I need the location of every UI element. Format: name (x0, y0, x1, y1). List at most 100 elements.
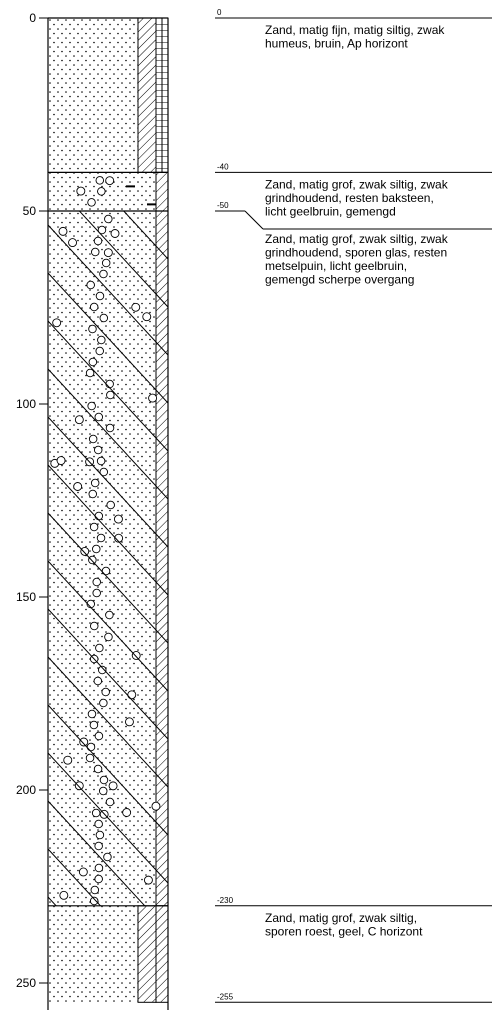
axis-tick-label: 250 (16, 976, 36, 990)
gravel-mark (88, 199, 96, 207)
gravel-mark (86, 754, 94, 762)
layer-description-line: Zand, matig grof, zwak siltig, zwak (265, 232, 449, 246)
gravel-mark (86, 369, 94, 377)
gravel-mark (97, 534, 105, 542)
gravel-mark (91, 248, 99, 256)
gravel-mark (104, 853, 112, 861)
gravel-mark (98, 188, 106, 196)
layer-description-line: Zand, matig grof, zwak siltig, (265, 911, 417, 925)
gravel-mark (144, 876, 152, 884)
gravel-mark (90, 303, 98, 311)
gravel-mark (64, 756, 72, 764)
bottom-depth-label: -255 (217, 992, 234, 1001)
gravel-mark (107, 501, 115, 509)
gravel-mark (93, 589, 101, 597)
layer-side-strip (156, 18, 168, 172)
gravel-mark (91, 886, 99, 894)
layer-top-depth-label: -40 (217, 162, 229, 171)
gravel-mark (88, 710, 96, 718)
gravel-mark (75, 416, 83, 424)
layer-description-line: Zand, matig fijn, matig siltig, zwak (265, 23, 445, 37)
gravel-mark (106, 611, 114, 619)
gravel-mark (105, 215, 113, 223)
gravel-mark (81, 547, 89, 555)
gravel-mark (94, 677, 102, 685)
gravel-mark (89, 490, 97, 498)
gravel-mark (90, 523, 98, 531)
gravel-mark (152, 802, 160, 810)
gravel-mark (114, 515, 122, 523)
gravel-mark (104, 249, 112, 257)
gravel-mark (95, 864, 103, 872)
gravel-mark (96, 831, 104, 839)
gravel-mark (143, 313, 151, 321)
layer-description-line: grindhoudend, sporen glas, resten (265, 246, 447, 260)
gravel-mark (97, 457, 105, 465)
gravel-mark (95, 820, 103, 828)
gravel-mark (132, 303, 140, 311)
layer-side-strip (156, 211, 168, 906)
gravel-mark (57, 457, 65, 465)
gravel-mark (100, 699, 108, 707)
gravel-mark (132, 651, 140, 659)
gravel-mark (69, 239, 77, 247)
gravel-mark (102, 688, 110, 696)
layer-fill (48, 18, 138, 172)
gravel-mark (95, 512, 103, 520)
gravel-mark (79, 868, 87, 876)
gravel-mark (100, 270, 108, 278)
gravel-mark (92, 545, 100, 553)
gravel-mark (100, 314, 108, 322)
layer-description-line: licht geelbruin, gemengd (265, 204, 396, 218)
gravel-mark (75, 782, 83, 790)
gravel-mark (102, 259, 110, 267)
layer-description-line: metselpuin, licht geelbruin, (265, 259, 407, 273)
gravel-mark (111, 230, 119, 238)
layer-description-line: Zand, matig grof, zwak siltig, zwak (265, 177, 449, 191)
gravel-mark (106, 177, 114, 185)
gravel-mark (77, 187, 85, 195)
gravel-mark (94, 765, 102, 773)
gravel-mark (87, 281, 95, 289)
gravel-mark (100, 776, 108, 784)
gravel-mark (94, 446, 102, 454)
gravel-mark (96, 347, 104, 355)
axis-tick-label: 200 (16, 783, 36, 797)
gravel-mark (74, 483, 82, 491)
gravel-mark (88, 402, 96, 410)
gravel-mark (90, 721, 98, 729)
gravel-mark (90, 622, 98, 630)
gravel-mark (92, 809, 100, 817)
gravel-mark (91, 479, 99, 487)
gravel-mark (93, 578, 101, 586)
gravel-mark (107, 391, 115, 399)
gravel-mark (106, 424, 114, 432)
layer-top-depth-label: -230 (217, 896, 234, 905)
soil-column (48, 18, 168, 1010)
layer-side-strip (156, 906, 168, 1003)
axis-tick-label: 100 (16, 397, 36, 411)
gravel-mark (149, 394, 157, 402)
gravel-mark (106, 798, 114, 806)
gravel-mark (96, 177, 104, 185)
gravel-mark (95, 413, 103, 421)
layer-description-line: gemengd scherpe overgang (265, 273, 414, 287)
layer-description-line: humeus, bruin, Ap horizont (265, 37, 408, 51)
gravel-mark (123, 808, 131, 816)
gravel-mark (96, 292, 104, 300)
gravel-mark (89, 556, 97, 564)
gravel-mark (98, 336, 106, 344)
layer-description-line: sporen roest, geel, C horizont (265, 924, 423, 938)
layer-top-depth-label: -50 (217, 201, 229, 210)
layer-fill (48, 906, 138, 1003)
gravel-mark (96, 644, 104, 652)
gravel-mark (87, 743, 95, 751)
gravel-mark (95, 842, 103, 850)
depth-axis: 0 50 100 150 200 250 (16, 11, 48, 990)
gravel-mark (99, 787, 107, 795)
gravel-mark (95, 875, 103, 883)
gravel-mark (80, 738, 88, 746)
gravel-mark (60, 891, 68, 899)
layer-side-hatch (138, 906, 156, 1003)
